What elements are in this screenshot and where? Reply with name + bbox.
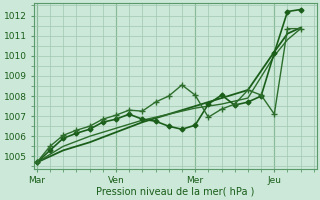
X-axis label: Pression niveau de la mer( hPa ): Pression niveau de la mer( hPa ) [96,187,254,197]
